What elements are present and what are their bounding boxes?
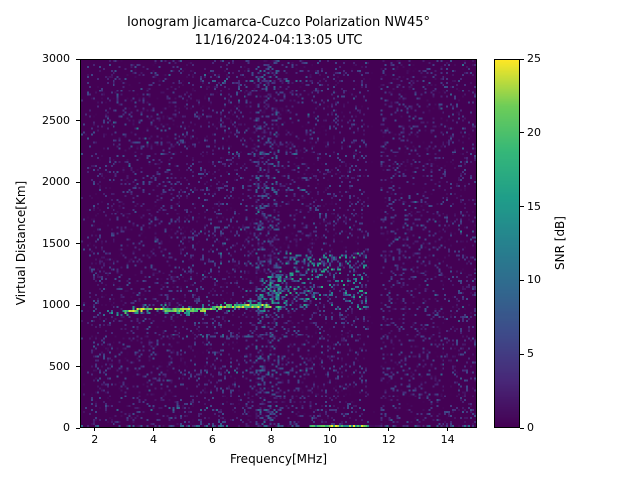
colorbar-tick-label: 5 <box>527 347 534 361</box>
x-tick-mark <box>329 427 331 431</box>
y-tick-label: 1000 <box>42 298 70 311</box>
y-axis-label: Virtual Distance[Km] <box>14 180 28 306</box>
ionogram-heatmap <box>81 60 476 427</box>
y-tick-label: 0 <box>63 421 70 434</box>
x-tick-mark <box>153 427 155 431</box>
y-tick-mark <box>76 181 80 183</box>
x-tick-label: 6 <box>208 433 216 446</box>
colorbar <box>494 59 520 428</box>
chart-title: Ionogram Jicamarca-Cuzco Polarization NW… <box>126 15 431 30</box>
colorbar-tick-mark <box>520 206 524 208</box>
x-tick-mark <box>270 427 272 431</box>
colorbar-tick-mark <box>520 279 524 281</box>
colorbar-tick-label: 0 <box>527 421 534 434</box>
x-tick-label: 8 <box>267 433 275 446</box>
y-tick-label: 2500 <box>42 113 70 127</box>
y-tick-label: 500 <box>49 359 70 373</box>
x-tick-mark <box>388 427 390 431</box>
y-tick-mark <box>76 243 80 244</box>
y-tick-mark <box>76 366 80 367</box>
x-tick-mark <box>211 427 213 431</box>
colorbar-tick-label: 20 <box>527 125 541 139</box>
x-tick-mark <box>447 427 449 431</box>
colorbar-tick-mark <box>520 132 524 134</box>
x-axis-label: Frequency[MHz] <box>229 452 328 466</box>
x-tick-label: 2 <box>91 433 99 446</box>
y-tick-mark <box>76 58 80 60</box>
colorbar-label: SNR [dB] <box>553 216 567 270</box>
plot-area <box>80 59 477 428</box>
y-tick-label: 1500 <box>42 236 70 250</box>
x-tick-label: 10 <box>322 433 337 446</box>
x-tick-label: 4 <box>150 433 158 446</box>
colorbar-tick-label: 10 <box>527 273 541 287</box>
x-tick-label: 12 <box>381 433 396 446</box>
y-tick-label: 3000 <box>42 52 70 65</box>
colorbar-tick-mark <box>520 353 524 355</box>
colorbar-tick-label: 15 <box>527 199 541 213</box>
x-tick-label: 14 <box>440 433 455 446</box>
colorbar-tick-mark <box>520 58 524 60</box>
y-tick-mark <box>76 304 80 306</box>
colorbar-gradient <box>495 60 519 427</box>
y-tick-mark <box>76 120 80 121</box>
chart-subtitle: 11/16/2024-04:13:05 UTC <box>194 33 363 48</box>
colorbar-tick-mark <box>520 427 524 429</box>
x-tick-mark <box>94 427 96 431</box>
y-tick-label: 2000 <box>42 175 70 188</box>
colorbar-tick-label: 25 <box>527 52 541 65</box>
y-tick-mark <box>76 427 80 429</box>
